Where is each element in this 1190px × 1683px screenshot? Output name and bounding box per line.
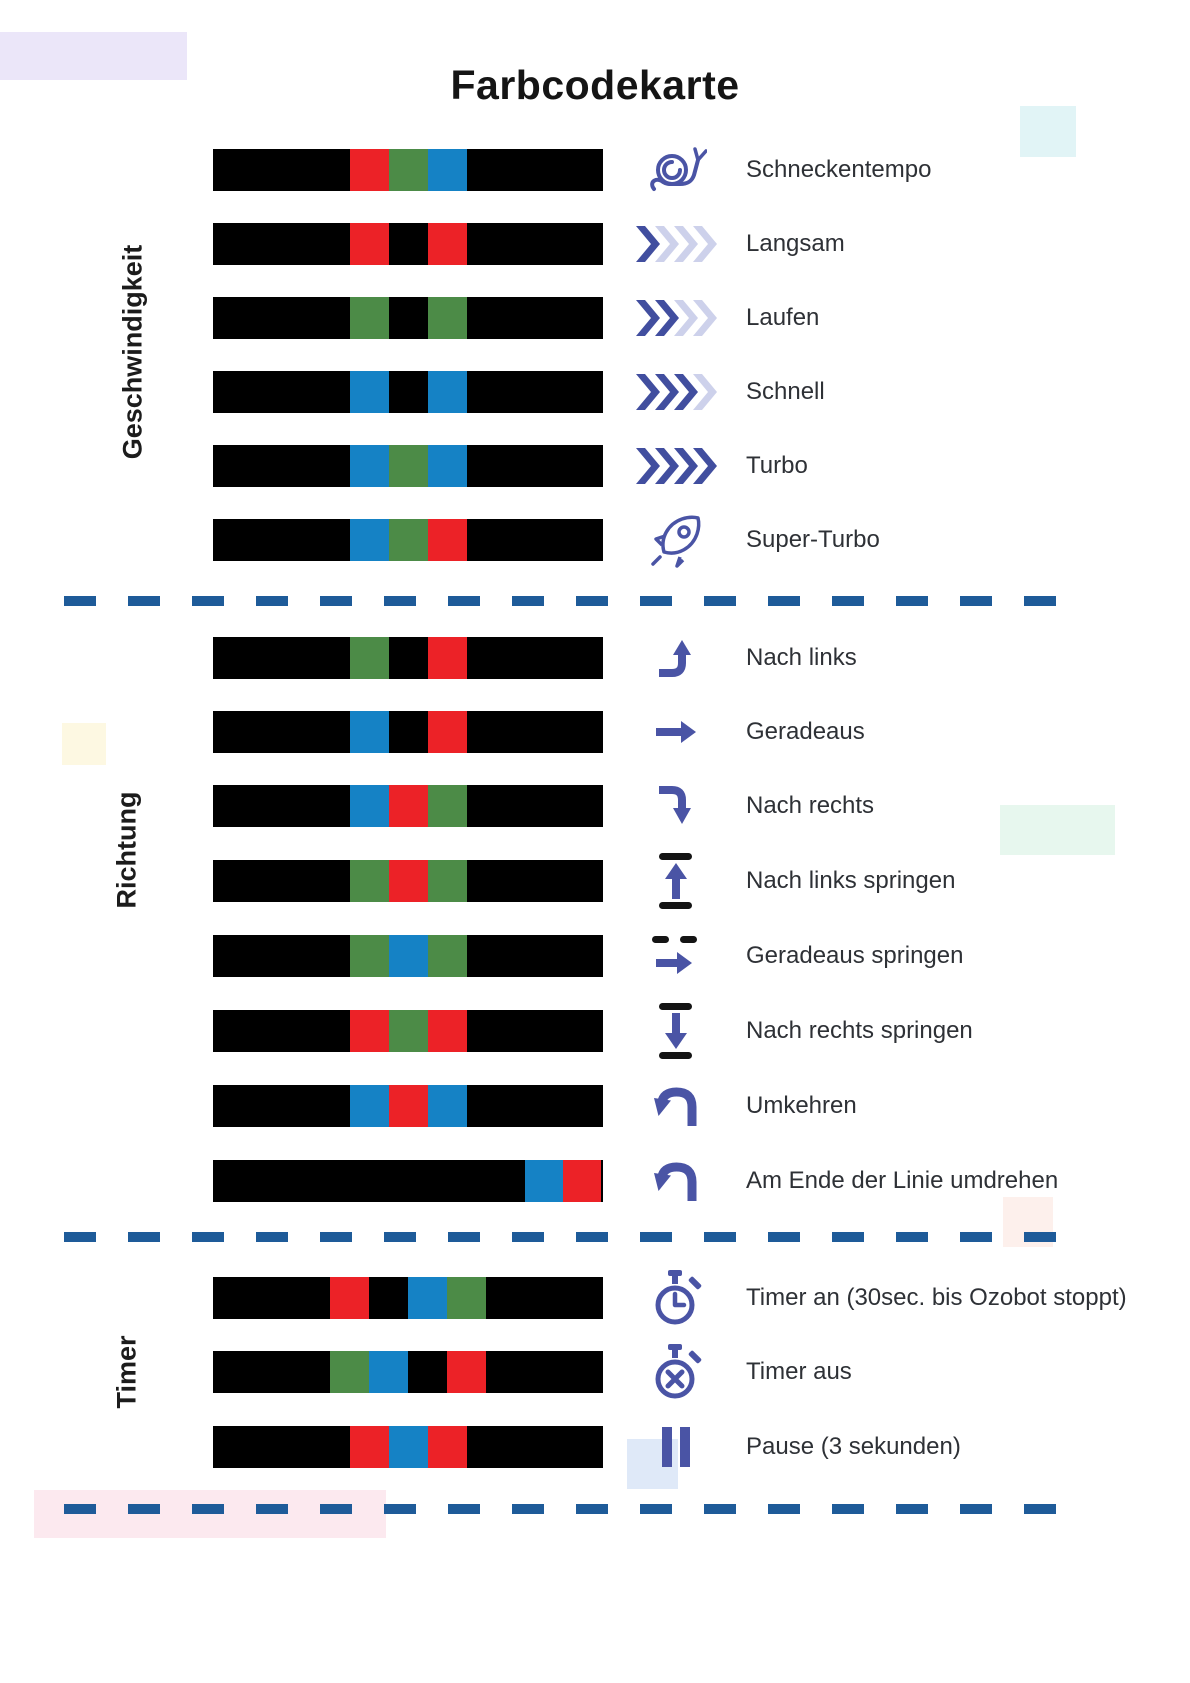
color-code-bar <box>213 1010 603 1052</box>
code-label: Nach rechts springen <box>746 1017 973 1044</box>
code-row-super-turbo: Super-Turbo <box>0 503 1190 577</box>
code-label: Nach rechts <box>746 792 875 819</box>
turn-left-arrow-icon <box>630 621 722 695</box>
decor-block-cyan <box>1020 106 1076 157</box>
code-row-am-ende-umdrehen: Am Ende der Linie umdrehen <box>0 1144 1190 1218</box>
code-label: Umkehren <box>746 1092 857 1119</box>
code-row-pause: Pause (3 sekunden) <box>0 1410 1190 1484</box>
decor-block-pink <box>34 1490 386 1538</box>
color-code-bar <box>213 1426 603 1468</box>
code-row-nach-rechts-springen: Nach rechts springen <box>0 994 1190 1068</box>
speed-chevrons-icon <box>630 429 722 503</box>
color-code-bar <box>213 785 603 827</box>
color-code-bar <box>213 711 603 753</box>
section-separator <box>64 1232 1056 1242</box>
code-label: Nach links <box>746 644 857 671</box>
decor-block-lavender <box>0 32 187 80</box>
code-row-timer-an: Timer an (30sec. bis Ozobot stoppt) <box>0 1261 1190 1335</box>
color-code-bar <box>213 297 603 339</box>
speed-chevrons-icon <box>630 207 722 281</box>
section-separator <box>64 1504 1056 1514</box>
color-code-bar <box>213 445 603 487</box>
color-code-bar <box>213 149 603 191</box>
code-row-nach-rechts: Nach rechts <box>0 769 1190 843</box>
code-row-nach-links: Nach links <box>0 621 1190 695</box>
code-row-geradeaus-springen: Geradeaus springen <box>0 919 1190 993</box>
color-code-bar <box>213 1160 603 1202</box>
color-code-bar <box>213 223 603 265</box>
code-label: Schnell <box>746 378 825 405</box>
code-row-laufen: Laufen <box>0 281 1190 355</box>
code-label: Laufen <box>746 304 820 331</box>
code-label: Geradeaus springen <box>746 942 964 969</box>
jump-left-icon <box>630 844 722 918</box>
code-row-langsam: Langsam <box>0 207 1190 281</box>
code-label: Geradeaus <box>746 718 865 745</box>
code-label: Langsam <box>746 230 845 257</box>
decor-block-yellow <box>62 723 106 765</box>
section-separator <box>64 596 1056 606</box>
turn-right-arrow-icon <box>630 769 722 843</box>
color-code-bar <box>213 1085 603 1127</box>
color-code-bar <box>213 519 603 561</box>
code-row-turbo: Turbo <box>0 429 1190 503</box>
speed-chevrons-icon <box>630 355 722 429</box>
color-code-bar <box>213 1277 603 1319</box>
code-row-timer-aus: Timer aus <box>0 1335 1190 1409</box>
code-label: Timer an (30sec. bis Ozobot stoppt) <box>746 1284 1127 1311</box>
color-code-bar <box>213 935 603 977</box>
rocket-icon <box>630 503 722 577</box>
snail-icon <box>630 133 722 207</box>
code-label: Nach links springen <box>746 867 956 894</box>
jump-straight-icon <box>630 919 722 993</box>
timer-on-icon <box>630 1261 722 1335</box>
color-code-bar <box>213 371 603 413</box>
color-code-bar <box>213 1351 603 1393</box>
code-label: Pause (3 sekunden) <box>746 1433 961 1460</box>
u-turn-icon <box>630 1069 722 1143</box>
page-title: Farbcodekarte <box>450 62 740 108</box>
u-turn-icon <box>630 1144 722 1218</box>
speed-chevrons-icon <box>630 281 722 355</box>
code-row-nach-links-springen: Nach links springen <box>0 844 1190 918</box>
code-row-geradeaus: Geradeaus <box>0 695 1190 769</box>
timer-off-icon <box>630 1335 722 1409</box>
code-label: Am Ende der Linie umdrehen <box>746 1167 1059 1194</box>
code-label: Turbo <box>746 452 808 479</box>
color-code-bar <box>213 860 603 902</box>
pause-icon <box>630 1410 722 1484</box>
code-row-schneckentempo: Schneckentempo <box>0 133 1190 207</box>
code-row-schnell: Schnell <box>0 355 1190 429</box>
jump-right-icon <box>630 994 722 1068</box>
color-code-bar <box>213 637 603 679</box>
code-row-umkehren: Umkehren <box>0 1069 1190 1143</box>
code-label: Super-Turbo <box>746 526 880 553</box>
code-label: Schneckentempo <box>746 156 932 183</box>
code-label: Timer aus <box>746 1358 852 1385</box>
straight-arrow-icon <box>630 695 722 769</box>
decor-block-mint <box>1000 805 1115 855</box>
